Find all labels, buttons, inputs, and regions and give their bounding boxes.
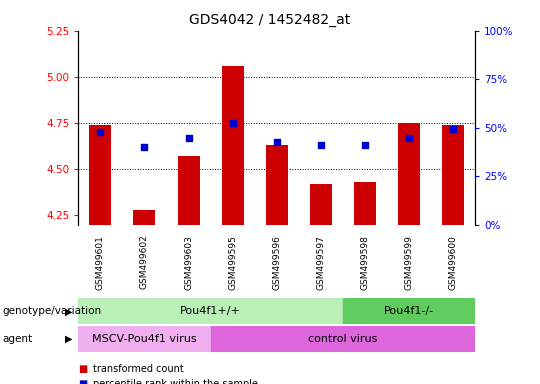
Point	[361, 142, 369, 148]
Text: ■: ■	[78, 379, 87, 384]
Bar	[442, 125, 464, 225]
Bar	[78, 298, 343, 324]
Text: ■: ■	[78, 364, 87, 374]
Text: percentile rank within the sample: percentile rank within the sample	[93, 379, 259, 384]
Text: GSM499601: GSM499601	[96, 235, 105, 290]
Text: GSM499598: GSM499598	[360, 235, 369, 290]
Text: Pou4f1-/-: Pou4f1-/-	[384, 306, 434, 316]
Bar	[266, 145, 288, 225]
Text: GSM499595: GSM499595	[228, 235, 237, 290]
Bar	[398, 123, 420, 225]
Text: ▶: ▶	[65, 306, 73, 316]
Point	[273, 139, 281, 145]
Text: MSCV-Pou4f1 virus: MSCV-Pou4f1 virus	[92, 334, 197, 344]
Text: GSM499600: GSM499600	[449, 235, 458, 290]
Text: GSM499599: GSM499599	[404, 235, 414, 290]
Text: transformed count: transformed count	[93, 364, 184, 374]
Text: genotype/variation: genotype/variation	[3, 306, 102, 316]
Bar	[343, 298, 475, 324]
Text: Pou4f1+/+: Pou4f1+/+	[180, 306, 241, 316]
Bar	[211, 326, 475, 352]
Text: GSM499596: GSM499596	[272, 235, 281, 290]
Bar	[221, 66, 244, 225]
Point	[228, 120, 237, 126]
Text: GSM499603: GSM499603	[184, 235, 193, 290]
Bar	[310, 184, 332, 225]
Bar	[78, 326, 211, 352]
Point	[140, 144, 149, 150]
Bar	[178, 156, 200, 225]
Text: agent: agent	[3, 334, 33, 344]
Bar	[133, 210, 156, 225]
Bar	[354, 182, 376, 225]
Point	[449, 126, 457, 132]
Point	[316, 142, 325, 148]
Text: GSM499602: GSM499602	[140, 235, 149, 290]
Text: GSM499597: GSM499597	[316, 235, 325, 290]
Point	[184, 135, 193, 141]
Text: ▶: ▶	[65, 334, 73, 344]
Bar	[89, 125, 111, 225]
Point	[96, 129, 105, 136]
Text: GDS4042 / 1452482_at: GDS4042 / 1452482_at	[190, 13, 350, 27]
Text: control virus: control virus	[308, 334, 377, 344]
Point	[405, 135, 414, 141]
